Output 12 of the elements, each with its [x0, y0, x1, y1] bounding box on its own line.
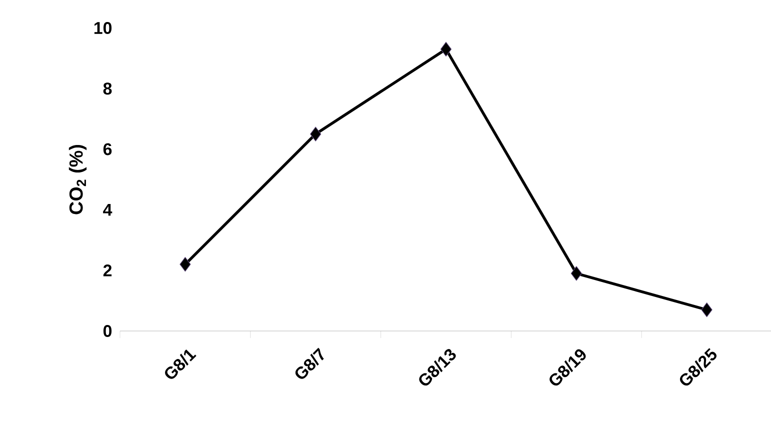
y-tick-label: 0	[103, 325, 112, 337]
y-axis-title: CO$_{2}$ (%)	[68, 144, 87, 214]
y-tick-label: 10	[94, 22, 112, 34]
y-tick-label: 6	[103, 143, 112, 156]
y-tick-label: 2	[103, 264, 112, 276]
point	[570, 266, 582, 281]
point	[310, 126, 322, 142]
point	[180, 257, 191, 272]
point	[701, 302, 712, 318]
point	[440, 42, 452, 56]
y-tick-label: 8	[103, 82, 112, 95]
y-tick-label: 4	[103, 204, 112, 216]
